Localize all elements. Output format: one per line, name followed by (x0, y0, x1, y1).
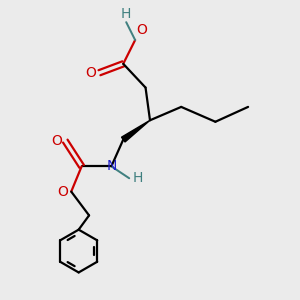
Text: O: O (85, 66, 96, 80)
Text: H: H (132, 171, 142, 185)
Text: H: H (121, 7, 131, 21)
Polygon shape (122, 120, 150, 142)
Text: O: O (57, 184, 68, 199)
Text: O: O (136, 23, 148, 37)
Text: N: N (106, 159, 116, 173)
Text: O: O (51, 134, 62, 148)
